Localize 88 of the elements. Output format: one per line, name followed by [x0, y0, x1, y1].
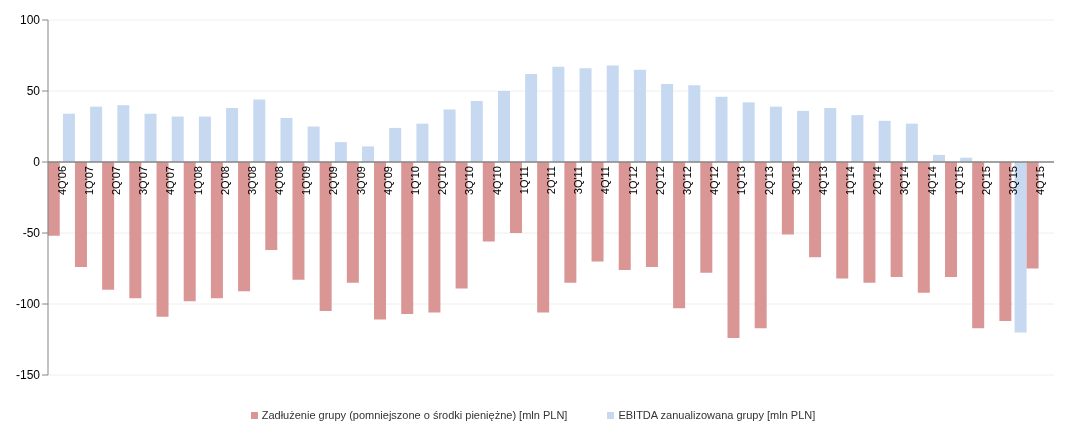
- bar: [618, 162, 631, 270]
- legend-label: EBITDA zanualizowana grupy [mln PLN]: [618, 409, 816, 421]
- x-tick-label: 3Q'12: [680, 166, 693, 196]
- bar: [769, 106, 782, 162]
- bar: [606, 65, 619, 162]
- bar: [307, 126, 320, 162]
- y-tick-label: 100: [19, 13, 41, 28]
- bar: [509, 162, 522, 233]
- bar: [144, 113, 157, 162]
- bar: [362, 146, 375, 162]
- bar: [742, 102, 755, 162]
- bar: [198, 116, 211, 162]
- x-tick-label: 3Q'07: [137, 166, 150, 196]
- bar: [688, 85, 701, 162]
- x-tick-label: 4Q'07: [164, 166, 177, 196]
- x-tick-label: 2Q'12: [653, 166, 666, 196]
- x-tick-label: 2Q'14: [871, 166, 884, 196]
- bar: [579, 68, 592, 162]
- x-tick-label: 4Q'09: [381, 166, 394, 196]
- x-tick-label: 1Q'10: [409, 166, 422, 196]
- x-tick-label: 4Q'12: [708, 166, 721, 196]
- x-tick-label: 4Q'06: [55, 166, 68, 196]
- bar: [661, 83, 674, 162]
- x-tick-label: 4Q'10: [490, 166, 503, 196]
- bar: [389, 127, 402, 162]
- x-tick-label: 4Q'13: [816, 166, 829, 196]
- y-tick-label: 0: [33, 155, 41, 170]
- x-tick-label: 2Q'15: [980, 166, 993, 196]
- legend-label: Zadłużenie grupy (pomniejszone o środki pieniężne) [mln PLN]: [261, 409, 568, 421]
- bar: [851, 115, 864, 162]
- bar: [482, 162, 495, 242]
- x-tick-label: 1Q'14: [844, 166, 857, 196]
- x-tick-label: 1Q'15: [952, 166, 965, 196]
- bar: [525, 73, 538, 162]
- x-tick-label: 1Q'11: [517, 166, 530, 195]
- x-tick-label: 3Q'13: [789, 166, 802, 196]
- y-tick-label: -100: [15, 297, 41, 312]
- bar: [416, 123, 429, 162]
- x-tick-label: 1Q'08: [191, 166, 204, 196]
- y-tick-label: -150: [15, 368, 41, 383]
- x-tick-label: 3Q'10: [463, 166, 476, 196]
- bar: [74, 162, 87, 268]
- bar: [210, 162, 223, 299]
- x-tick-label: 2Q'09: [327, 166, 340, 196]
- bar: [645, 162, 658, 268]
- bar: [905, 123, 918, 162]
- bar: [226, 108, 239, 162]
- y-tick-label: 50: [26, 84, 41, 99]
- bar: [253, 99, 266, 162]
- y-tick-label: -50: [22, 226, 41, 241]
- x-tick-label: 3Q'14: [898, 166, 911, 196]
- x-tick-label: 3Q'11: [572, 166, 585, 195]
- bar: [334, 142, 347, 162]
- bar: [117, 105, 130, 162]
- bar: [62, 113, 75, 162]
- bar: [754, 162, 767, 329]
- bar: [715, 96, 728, 162]
- bar: [346, 162, 359, 283]
- bar: [633, 69, 646, 162]
- x-tick-label: 4Q'15: [1034, 166, 1047, 196]
- x-tick-label: 2Q'08: [218, 166, 231, 196]
- bar: [183, 162, 196, 302]
- bar: [552, 66, 565, 162]
- x-tick-label: 4Q'14: [925, 166, 938, 196]
- bar: [824, 108, 837, 162]
- bar: [171, 116, 184, 162]
- bar: [878, 120, 891, 162]
- bar: [90, 106, 103, 162]
- x-tick-label: 4Q'11: [599, 166, 612, 195]
- x-tick-label: 2Q'07: [109, 166, 122, 196]
- x-tick-label: 1Q'09: [300, 166, 313, 196]
- x-tick-label: 1Q'07: [82, 166, 95, 196]
- x-tick-label: 3Q'09: [354, 166, 367, 196]
- bar: [497, 91, 510, 162]
- x-tick-label: 2Q'11: [545, 166, 557, 195]
- bar: [781, 162, 794, 235]
- x-tick-label: 2Q'10: [436, 166, 449, 196]
- bar: [797, 110, 810, 162]
- x-tick-label: 2Q'13: [762, 166, 775, 196]
- x-tick-label: 3Q'08: [245, 166, 258, 196]
- x-tick-label: 1Q'13: [735, 166, 748, 196]
- bar: [280, 117, 293, 162]
- bar: [917, 162, 930, 293]
- bar: [443, 109, 456, 162]
- x-tick-label: 1Q'12: [626, 166, 639, 196]
- bar: [470, 100, 483, 162]
- x-tick-label: 4Q'08: [273, 166, 286, 196]
- x-tick-label: 3Q'15: [1007, 166, 1020, 196]
